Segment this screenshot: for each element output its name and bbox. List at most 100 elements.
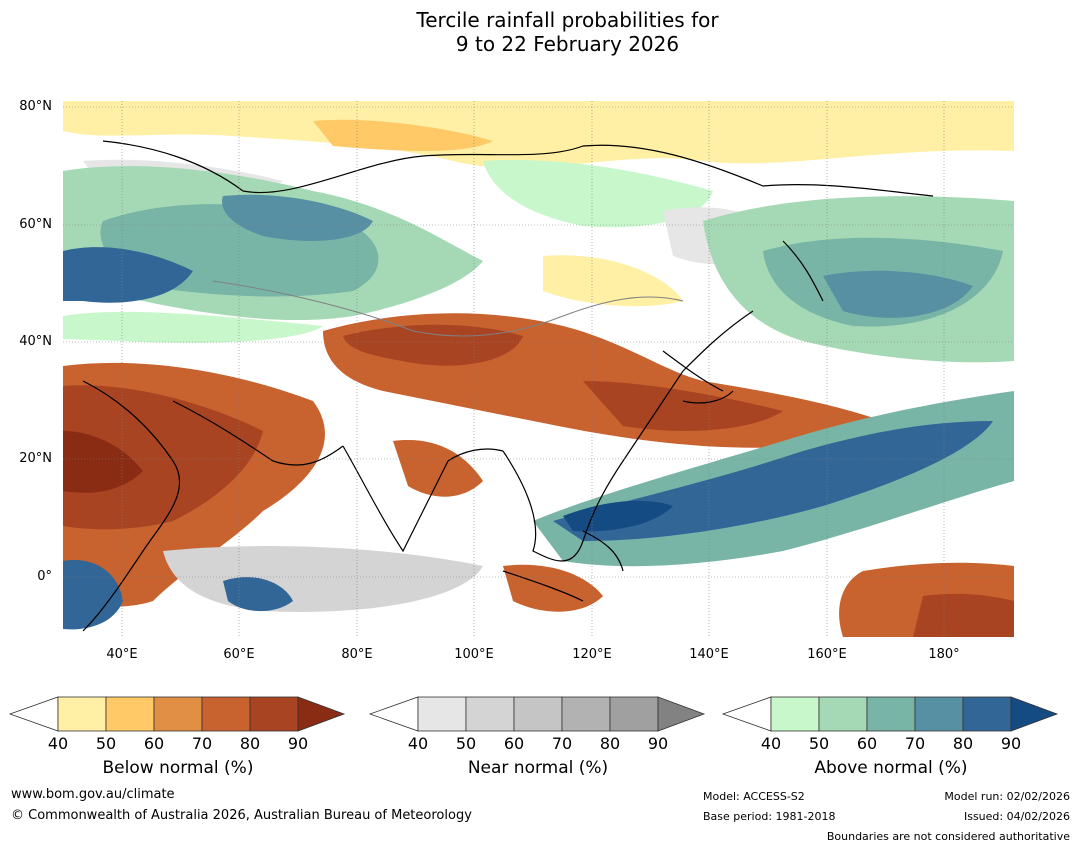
footer-copyright: © Commonwealth of Australia 2026, Austra…: [11, 808, 472, 823]
colorbar-near-segment: [417, 696, 467, 732]
colorbar-above-upper-extend: [1010, 696, 1059, 732]
colorbar-above-tick-label: 90: [1001, 734, 1021, 753]
country-borders: [212, 280, 684, 337]
region-npacific-above-strong: [823, 270, 973, 318]
colorbar-caption-near: Near normal (%): [467, 758, 609, 778]
colorbar-near-tick-label: 80: [600, 734, 620, 753]
colorbar-above-svg: 40 50 60 70 80 90: [721, 696, 1059, 753]
colorbar-above-segment: [914, 696, 964, 732]
colorbar-below-tick-label: 90: [288, 734, 308, 753]
region-centralasia-above-light: [63, 311, 323, 343]
map-title: Tercile rainfall probabilities for 9 to …: [0, 8, 1081, 56]
colorbar-near-lower-extend: [368, 696, 419, 732]
colorbar-near-tick-label: 40: [408, 734, 428, 753]
colorbar-below-tick-label: 70: [192, 734, 212, 753]
region-arabia-below-strong: [63, 385, 263, 530]
region-russia-above-strong: [222, 194, 373, 241]
colorbar-caption-below: Below normal (%): [102, 758, 254, 778]
rainfall-map: [63, 101, 1014, 637]
colorbar-above-tick-label: 80: [953, 734, 973, 753]
coastline-maritime: [502, 530, 624, 602]
colorbar-below-tick-label: 60: [144, 734, 164, 753]
footer-issued: Issued: 04/02/2026: [963, 810, 1070, 823]
region-tibet-below-strong: [343, 324, 523, 366]
colorbar-below-svg: 40 50 60 70 80 90: [8, 696, 346, 753]
lon-label-80e: 80°E: [341, 647, 373, 662]
coastline-kamchatka: [782, 240, 824, 302]
coastline-japan-korea: [662, 350, 734, 404]
region-eastchina-below-strong: [583, 381, 783, 431]
coastline-india: [342, 445, 504, 553]
colorbar-near-svg: 40 50 60 70 80 90: [368, 696, 706, 753]
lat-label-20n: 20°N: [19, 451, 52, 466]
colorbar-near-tick-label: 90: [648, 734, 668, 753]
colorbar-above-segment: [866, 696, 916, 732]
coastline-arctic: [102, 140, 934, 197]
region-sahara-below-strongest: [63, 431, 143, 493]
colorbar-below-segment: [201, 696, 251, 732]
lon-label-160e: 160°E: [807, 647, 847, 662]
colorbar-below-segment: [105, 696, 155, 732]
lat-label-80n: 80°N: [19, 99, 52, 114]
region-siberia-above-light: [483, 160, 713, 228]
colorbar-above-segment: [818, 696, 868, 732]
colorbar-below-tick-label: 40: [48, 734, 68, 753]
colorbar-below-segment: [57, 696, 107, 732]
footer-model: Model: ACCESS-S2: [703, 790, 805, 803]
colorbar-near-segment: [465, 696, 515, 732]
colorbar-above-tick-label: 40: [761, 734, 781, 753]
coastline-arabia: [172, 400, 344, 466]
lon-label-40e: 40°E: [106, 647, 138, 662]
title-line-2: 9 to 22 February 2026: [455, 32, 680, 56]
region-arctic-below: [63, 101, 1014, 168]
colorbar-below-segment: [249, 696, 299, 732]
colorbar-above-normal: 40 50 60 70 80 90: [721, 692, 1059, 760]
lat-label-60n: 60°N: [19, 217, 52, 232]
lon-label-140e: 140°E: [689, 647, 729, 662]
colorbar-near-normal: 40 50 60 70 80 90: [368, 692, 706, 760]
region-philippines-above-strongest: [563, 500, 673, 532]
colorbar-near-segment: [513, 696, 563, 732]
lon-label-100e: 100°E: [454, 647, 494, 662]
lon-label-120e: 120°E: [572, 647, 612, 662]
region-westrussia-above-strong: [63, 247, 193, 303]
region-eastafrica-above: [63, 560, 123, 630]
colorbar-above-tick-label: 50: [809, 734, 829, 753]
colorbar-near-upper-extend: [657, 696, 706, 732]
colorbar-above-tick-label: 70: [905, 734, 925, 753]
title-line-1: Tercile rainfall probabilities for: [416, 8, 719, 32]
map-gridlines: [63, 101, 1014, 637]
region-arctic-below-strong: [313, 119, 493, 151]
footer-disclaimer: Boundaries are not considered authoritat…: [826, 830, 1070, 843]
colorbar-near-tick-label: 50: [456, 734, 476, 753]
colorbar-below-segment: [153, 696, 203, 732]
colorbar-below-upper-extend: [297, 696, 346, 732]
colorbar-above-segment: [962, 696, 1012, 732]
coastline-eastasia: [502, 310, 754, 562]
footer-model-run: Model run: 02/02/2026: [944, 790, 1070, 803]
footer-url[interactable]: www.bom.gov.au/climate: [11, 787, 175, 802]
rainfall-map-svg: [63, 101, 1014, 637]
region-india-below: [393, 440, 483, 497]
region-indianocean-above-spot: [223, 577, 293, 612]
colorbar-near-tick-label: 60: [504, 734, 524, 753]
region-spacific-below-strong: [913, 593, 1014, 637]
lat-label-40n: 40°N: [19, 334, 52, 349]
lon-label-60e: 60°E: [223, 647, 255, 662]
colorbar-near-segment: [561, 696, 611, 732]
colorbar-above-tick-label: 60: [857, 734, 877, 753]
colorbar-below-tick-label: 50: [96, 734, 116, 753]
colorbar-below-normal: 40 50 60 70 80 90: [8, 692, 346, 760]
colorbar-near-segment: [609, 696, 659, 732]
lat-label-0: 0°: [37, 569, 52, 584]
colorbar-near-tick-label: 70: [552, 734, 572, 753]
region-mongolia-below-light: [543, 255, 683, 307]
lon-label-180: 180°: [928, 647, 960, 662]
coastline-africa-east: [82, 380, 181, 632]
colorbar-below-lower-extend: [8, 696, 59, 732]
colorbar-below-tick-label: 80: [240, 734, 260, 753]
colorbar-above-segment: [770, 696, 820, 732]
footer-base-period: Base period: 1981-2018: [703, 810, 836, 823]
colorbar-above-lower-extend: [721, 696, 772, 732]
colorbar-caption-above: Above normal (%): [814, 758, 968, 778]
